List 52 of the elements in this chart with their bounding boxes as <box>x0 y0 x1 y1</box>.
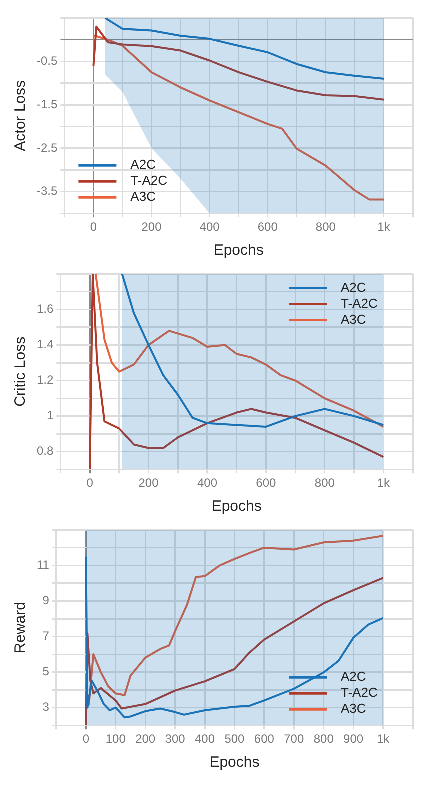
y-tick-label: 0.8 <box>36 444 54 458</box>
x-tick-label: 600 <box>258 220 278 234</box>
x-tick-label: 500 <box>224 732 246 746</box>
legend-label: A2C <box>341 280 366 295</box>
x-tick-label: 800 <box>316 220 336 234</box>
y-tick-label: 1 <box>46 408 54 423</box>
legend-label: T-A2C <box>341 296 378 311</box>
x-tick-label: 600 <box>256 476 277 490</box>
x-tick-label: 800 <box>314 476 336 490</box>
y-tick-label: 9 <box>42 594 50 608</box>
y-tick-label: 5 <box>42 664 50 679</box>
x-tick-label: 800 <box>314 732 334 746</box>
x-tick-label: 400 <box>200 220 220 234</box>
x-tick-label: 100 <box>106 732 126 746</box>
legend-label: T-A2C <box>341 685 378 700</box>
x-tick-label: 300 <box>165 732 186 746</box>
legend-label: A3C <box>130 189 156 204</box>
x-tick-label: 700 <box>284 732 304 746</box>
y-tick-label: -1.5 <box>36 97 58 112</box>
x-tick-label: 1k <box>377 476 391 490</box>
y-tick-label: 1.6 <box>36 302 54 316</box>
x-tick-label: 1k <box>376 732 391 746</box>
y-tick-label: 3 <box>42 700 50 714</box>
x-axis-title: Epochs <box>212 498 262 516</box>
legend-label: A2C <box>341 669 366 684</box>
x-tick-label: 0 <box>82 732 90 746</box>
y-tick-label: 7 <box>42 629 50 644</box>
y-tick-label: 11 <box>36 558 50 572</box>
x-tick-label: 0 <box>86 476 94 490</box>
legend-label: A3C <box>341 701 366 716</box>
legend-label: A3C <box>341 312 366 327</box>
x-tick-label: 200 <box>136 732 156 746</box>
y-tick-label: -3.5 <box>36 184 58 198</box>
y-axis-title: Actor Loss <box>12 80 30 152</box>
x-tick-label: 900 <box>344 732 364 746</box>
x-tick-label: 400 <box>195 732 216 746</box>
x-axis-title: Epochs <box>214 242 264 260</box>
x-tick-label: 400 <box>197 476 218 490</box>
x-tick-label: 200 <box>138 476 160 490</box>
y-axis-title: Critic Loss <box>12 336 30 407</box>
x-axis-title: Epochs <box>210 754 260 772</box>
legend-label: T-A2C <box>130 173 168 188</box>
x-tick-label: 200 <box>142 220 162 234</box>
legend-label: A2C <box>130 157 156 172</box>
x-tick-label: 0 <box>90 220 98 234</box>
x-tick-label: 1k <box>378 220 392 234</box>
y-tick-label: 1.2 <box>36 373 54 388</box>
x-tick-label: 600 <box>254 732 275 746</box>
y-tick-label: -0.5 <box>36 54 58 68</box>
y-tick-label: 1.4 <box>36 338 54 352</box>
y-axis-title: Reward <box>12 602 30 654</box>
y-tick-label: -2.5 <box>36 140 58 155</box>
